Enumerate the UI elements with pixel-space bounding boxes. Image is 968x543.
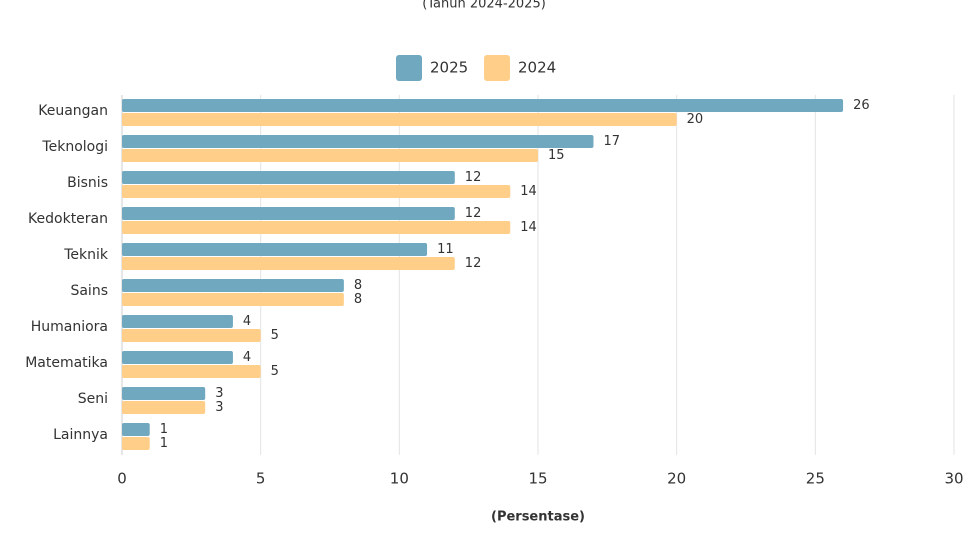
y-tick-label: Sains: [70, 283, 108, 299]
x-tick-label: 0: [117, 470, 127, 488]
y-tick-label: Keuangan: [38, 103, 108, 119]
value-label: 17: [603, 134, 620, 149]
bar: [122, 135, 594, 148]
value-label: 5: [271, 328, 279, 343]
bar: [122, 293, 344, 306]
bar: [122, 365, 261, 378]
value-label: 20: [687, 112, 704, 127]
y-tick-label: Teknik: [63, 247, 109, 263]
legend-label: 2024: [518, 59, 556, 77]
value-label: 5: [271, 364, 279, 379]
legend-swatch: [484, 55, 510, 81]
bar: [122, 423, 150, 436]
x-tick-label: 15: [528, 470, 547, 488]
value-label: 11: [437, 242, 454, 257]
bar: [122, 329, 261, 342]
bar: [122, 243, 428, 256]
value-label: 12: [465, 206, 482, 221]
legend-swatch: [396, 55, 422, 81]
y-tick-label: Lainnya: [53, 427, 108, 443]
x-tick-label: 20: [667, 470, 686, 488]
x-tick-label: 5: [256, 470, 266, 488]
bar: [122, 387, 206, 400]
legend-label: 2025: [430, 59, 468, 77]
x-tick-label: 25: [806, 470, 825, 488]
y-tick-label: Seni: [78, 391, 108, 407]
value-label: 1: [160, 422, 168, 437]
value-label: 1: [160, 436, 168, 451]
bar: [122, 185, 511, 198]
bar: [122, 351, 233, 364]
y-tick-label: Kedokteran: [28, 211, 108, 227]
bar: [122, 257, 455, 270]
bar: [122, 221, 511, 234]
value-label: 12: [465, 256, 482, 271]
value-label: 4: [243, 314, 251, 329]
bar: [122, 279, 344, 292]
value-label: 4: [243, 350, 251, 365]
value-label: 8: [354, 278, 362, 293]
y-tick-label: Humaniora: [31, 319, 108, 335]
value-label: 14: [520, 184, 537, 199]
value-label: 26: [853, 98, 870, 113]
value-label: 12: [465, 170, 482, 185]
bar: [122, 207, 455, 220]
bar: [122, 171, 455, 184]
bar: [122, 113, 677, 126]
bar: [122, 437, 150, 450]
bar: [122, 401, 206, 414]
x-tick-label: 10: [390, 470, 409, 488]
bar: [122, 149, 538, 162]
x-tick-label: 30: [944, 470, 963, 488]
y-tick-label: Teknologi: [41, 139, 108, 155]
x-axis-label: (Persentase): [491, 510, 585, 525]
chart-subtitle: (Tahun 2024-2025): [422, 0, 546, 12]
value-label: 8: [354, 292, 362, 307]
y-tick-label: Bisnis: [67, 175, 108, 191]
y-tick-label: Matematika: [25, 355, 108, 371]
value-label: 3: [215, 400, 223, 415]
bar: [122, 99, 844, 112]
bar: [122, 315, 233, 328]
value-label: 15: [548, 148, 565, 163]
value-label: 14: [520, 220, 537, 235]
value-label: 3: [215, 386, 223, 401]
